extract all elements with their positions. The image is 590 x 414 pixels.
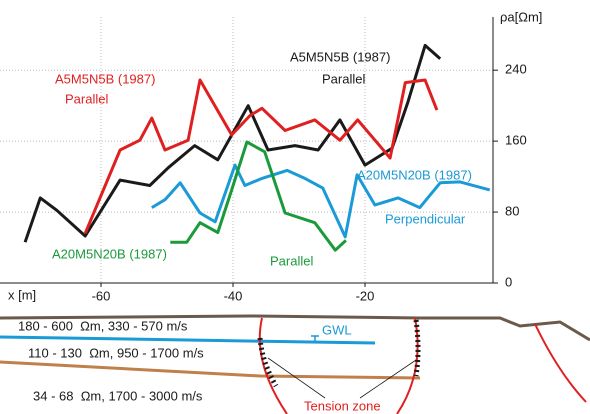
series-label: A5M5N5B (1987)	[290, 49, 390, 64]
fault-line	[396, 317, 419, 414]
fault-line	[534, 323, 587, 403]
y-tick-label: 160	[505, 133, 527, 148]
layer-label: 180 - 600 Ωm, 330 - 570 m/s	[18, 318, 188, 333]
y-tick-label: 0	[505, 274, 512, 289]
layer-label: 110 - 130 Ωm, 950 - 1700 m/s	[28, 345, 204, 360]
series-label: A5M5N5B (1987)	[55, 71, 155, 86]
y-tick-label: 240	[505, 62, 527, 77]
series-note: Parallel	[65, 91, 108, 106]
tension-hatch	[257, 337, 279, 388]
surface-line	[0, 314, 590, 342]
gwl-symbol	[311, 335, 319, 341]
series-line	[83, 78, 439, 234]
series-line	[151, 163, 491, 239]
gwl-line	[0, 335, 376, 345]
series-label: A20M5N20B (1987)	[357, 167, 472, 182]
series-note: Perpendicular	[385, 211, 466, 226]
cross-section: 180 - 600 Ωm, 330 - 570 m/s 110 - 130 Ωm…	[0, 314, 590, 414]
x-tick-label: -20	[356, 288, 375, 303]
y-axis-label: ρa[Ωm]	[500, 9, 542, 24]
series-note: Parallel	[270, 253, 313, 268]
layer-label: 34 - 68 Ωm, 1700 - 3000 m/s	[33, 388, 203, 403]
gwl-label: GWL	[322, 322, 352, 337]
tension-label: Tension zone	[304, 398, 381, 413]
fault-line	[258, 317, 288, 414]
layer-boundary	[0, 360, 421, 380]
pointer-line	[267, 357, 417, 399]
series-line	[170, 140, 347, 252]
series-note: Parallel	[322, 71, 365, 86]
y-tick-label: 80	[505, 204, 519, 219]
x-axis-label: x [m]	[8, 287, 36, 302]
x-tick-label: -40	[224, 288, 243, 303]
tension-hatch	[413, 319, 421, 377]
x-tick-label: -60	[92, 288, 111, 303]
series-label: A20M5N20B (1987)	[52, 246, 167, 261]
